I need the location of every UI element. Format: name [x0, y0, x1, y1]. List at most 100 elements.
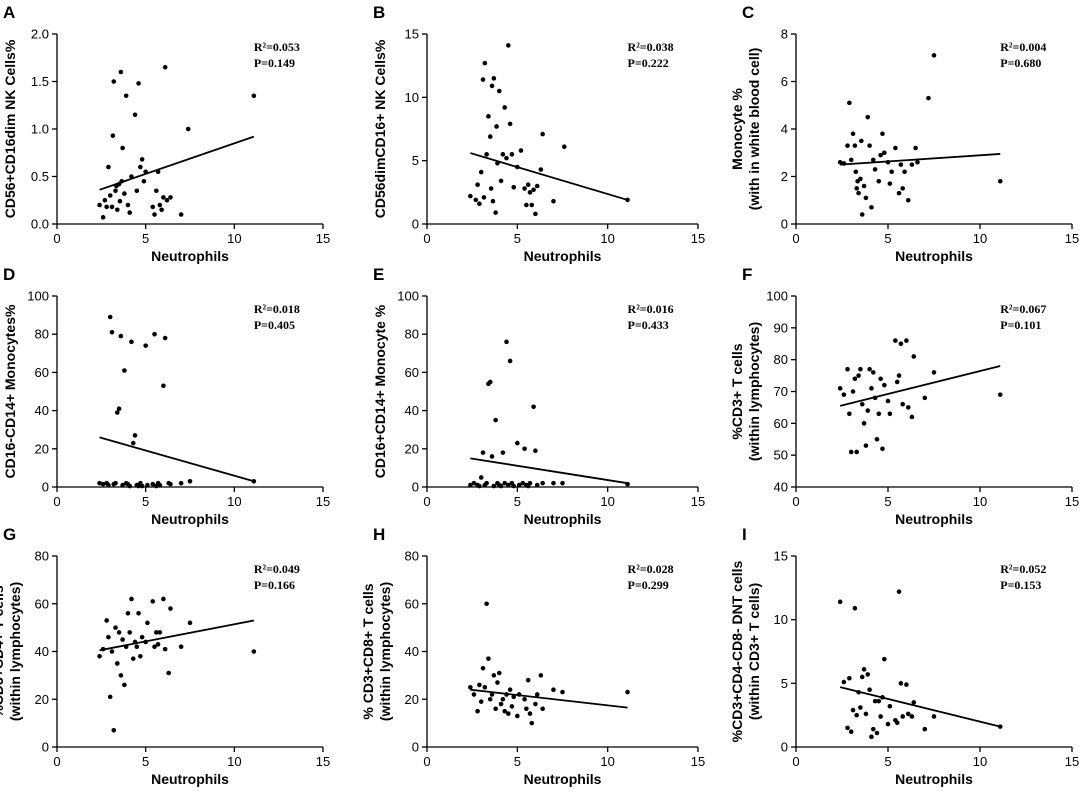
data-point	[837, 159, 843, 165]
data-point	[525, 677, 531, 683]
data-point	[155, 642, 161, 647]
data-point	[913, 145, 918, 151]
data-point	[150, 599, 156, 604]
data-point	[150, 204, 156, 210]
y-tick-label: 40	[405, 403, 419, 418]
data-point	[481, 195, 487, 200]
data-point	[484, 480, 489, 486]
y-axis-label: %CD3+CD4-CD8- DNT cells	[729, 560, 745, 742]
data-point	[164, 197, 170, 203]
data-point	[109, 329, 115, 335]
data-point	[896, 589, 902, 594]
data-point	[152, 212, 157, 217]
data-point	[100, 481, 106, 487]
x-tick-label: 5	[142, 494, 149, 509]
data-point	[107, 193, 113, 198]
data-point	[863, 195, 869, 201]
y-tick-label: 0.5	[31, 169, 49, 184]
data-point	[477, 201, 482, 207]
data-point	[157, 202, 163, 208]
data-point	[506, 43, 511, 48]
data-point	[487, 379, 493, 385]
data-point	[104, 204, 109, 210]
data-point	[477, 682, 482, 688]
data-point	[511, 483, 517, 489]
data-point	[145, 482, 150, 488]
y-tick-label: 60	[774, 416, 788, 431]
x-tick-label: 15	[1065, 231, 1079, 246]
data-point	[560, 480, 565, 486]
data-point	[166, 670, 172, 676]
data-point	[480, 77, 486, 82]
regression-line	[470, 457, 628, 485]
y-tick-label: 2	[781, 169, 788, 184]
data-point	[874, 436, 880, 442]
data-point	[129, 174, 134, 179]
data-point	[471, 692, 477, 697]
regression-line	[839, 686, 1001, 728]
panel-letter: G	[3, 525, 16, 544]
data-point	[162, 335, 168, 341]
p-value-label: P=0.153	[1000, 578, 1041, 592]
data-point	[489, 83, 495, 89]
data-point	[847, 411, 852, 417]
data-point	[887, 181, 893, 186]
data-point	[113, 188, 118, 194]
data-point	[486, 114, 491, 119]
data-point	[551, 198, 556, 204]
data-point	[538, 167, 544, 172]
data-point	[468, 482, 473, 488]
data-point	[867, 687, 872, 692]
data-point	[863, 443, 869, 448]
data-point	[905, 405, 911, 410]
data-point	[161, 383, 166, 389]
data-point	[540, 706, 545, 712]
y-tick-label: 90	[774, 320, 788, 335]
data-point	[867, 366, 872, 372]
data-point	[145, 620, 150, 626]
data-point	[488, 186, 494, 191]
data-point	[893, 145, 898, 151]
data-point	[909, 162, 915, 167]
data-point	[116, 406, 122, 411]
x-tick-label: 0	[423, 754, 430, 769]
data-point	[534, 692, 540, 697]
y-tick-label: 40	[405, 644, 419, 659]
y-tick-label: 80	[405, 549, 419, 564]
y-tick-label: 80	[35, 549, 49, 564]
data-point	[111, 727, 117, 733]
data-point	[515, 164, 520, 170]
regression-line	[99, 135, 255, 191]
data-point	[187, 620, 193, 626]
data-point	[102, 197, 108, 203]
y-axis-label: %CD3+CD4+ T cells	[0, 585, 6, 717]
data-point	[498, 178, 504, 184]
x-tick-label: 10	[600, 494, 614, 509]
r-squared-label: R²=0.067	[1000, 302, 1046, 316]
data-point	[852, 143, 858, 148]
data-point	[837, 386, 843, 391]
data-point	[853, 169, 859, 175]
data-point	[489, 454, 495, 459]
data-point	[531, 404, 536, 410]
data-point	[515, 440, 520, 446]
x-axis-label: Neutrophils	[151, 771, 229, 787]
data-point	[902, 169, 907, 175]
x-tick-label: 10	[600, 754, 614, 769]
r-squared-label: R²=0.018	[254, 302, 300, 316]
data-point	[152, 644, 157, 650]
y-tick-label: 70	[774, 384, 788, 399]
x-tick-label: 15	[1065, 754, 1079, 769]
data-point	[129, 339, 134, 345]
data-point	[116, 630, 122, 635]
data-point	[880, 446, 885, 452]
y-tick-label: 80	[774, 352, 788, 367]
y-tick-label: 60	[405, 596, 419, 611]
data-point	[118, 673, 124, 678]
data-point	[504, 155, 509, 161]
y-tick-label: 0	[412, 480, 419, 495]
x-axis-label: Neutrophils	[895, 771, 973, 787]
data-point	[854, 712, 860, 718]
data-point	[850, 707, 856, 713]
